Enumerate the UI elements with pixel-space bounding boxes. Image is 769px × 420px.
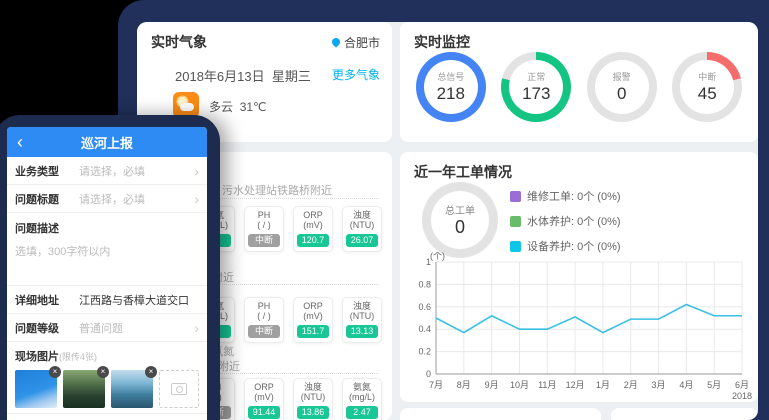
svg-text:0.8: 0.8 [418, 279, 431, 289]
photo-thumbnail: × [63, 366, 109, 408]
metric-value-badge: 26.07 [346, 234, 378, 247]
donut-label: 总工单 [445, 206, 475, 217]
form-row-address: 详细地址 江西路与香樟大道交口 [7, 286, 207, 314]
bottom-card-stub [611, 408, 758, 420]
svg-text:1月: 1月 [596, 380, 610, 390]
svg-text:1: 1 [426, 257, 431, 267]
form-row-level[interactable]: 问题等级 普通问题 › [7, 314, 207, 342]
metric-card: ORP (mV) 91.44 [244, 378, 284, 420]
bottom-card-stub [400, 408, 601, 420]
svg-text:12月: 12月 [566, 380, 585, 390]
form-row-photos: 现场图片(限传4张) × × × [7, 342, 207, 414]
legend-item: 水体养护: 0个 (0%) [510, 213, 621, 229]
metric-value-badge: 13.86 [297, 406, 329, 419]
legend-item: 设备养护: 0个 (0%) [510, 238, 621, 254]
back-icon[interactable]: ‹ [17, 132, 23, 152]
monitor-rings: 总信号 218 正常 173 报警 0 中断 45 [408, 52, 750, 122]
metric-value-badge: 151.7 [297, 325, 329, 338]
location-pin-icon [331, 38, 341, 48]
svg-text:4月: 4月 [679, 380, 693, 390]
metric-card: ORP (mV) 151.7 [293, 297, 333, 343]
delete-photo-icon[interactable]: × [49, 366, 61, 378]
metric-value-badge: 中断 [248, 234, 280, 247]
weather-title: 实时气象 [151, 34, 207, 50]
donut-value: 0 [454, 217, 465, 237]
metric-card: 浊度 (NTU) 13.86 [293, 378, 333, 420]
photo-thumbnail: × [111, 366, 157, 408]
svg-text:8月: 8月 [457, 380, 471, 390]
metric-card: PH( / )中断 [244, 297, 284, 343]
svg-text:0.2: 0.2 [418, 347, 431, 357]
location-name: 合肥市 [343, 36, 380, 50]
monitor-ring: 正常 173 [501, 52, 572, 122]
svg-text:(个): (个) [430, 252, 445, 261]
svg-text:11月: 11月 [538, 380, 556, 390]
svg-text:2月: 2月 [624, 380, 638, 390]
metric-card: 氨氮 (mg/L) 2.47 [342, 378, 382, 420]
more-weather-link[interactable]: 更多气象 [331, 68, 380, 82]
svg-text:0.4: 0.4 [418, 324, 431, 334]
svg-text:0.6: 0.6 [418, 302, 431, 312]
form-row-description[interactable]: 问题描述 选填，300字符以内 [7, 213, 207, 286]
svg-text:5月: 5月 [707, 380, 721, 390]
svg-text:10月: 10月 [510, 380, 529, 390]
metric-card: 浊度 (NTU) 26.07 [342, 206, 382, 252]
metric-value-badge: 2.47 [346, 406, 378, 419]
delete-photo-icon[interactable]: × [145, 366, 157, 378]
dotted-divider [153, 284, 379, 285]
add-photo-button[interactable] [159, 370, 199, 408]
chevron-right-icon: › [194, 162, 199, 179]
camera-icon [171, 383, 187, 395]
form-row-business-type[interactable]: 业务类型 请选择，必填 › [7, 157, 207, 185]
phone-header: ‹ 巡河上报 [7, 127, 207, 157]
monitor-ring: 中断 45 [672, 52, 743, 122]
dotted-divider [153, 198, 379, 199]
monitor-card: 实时监控 总信号 218 正常 173 报警 0 中断 45 [400, 22, 758, 142]
monitor-ring: 总信号 218 [415, 52, 486, 122]
station-metrics-row: PH( / )中断ORP(mV)91.44浊度(NTU)13.86氨氮(mg/L… [195, 378, 382, 420]
metric-value-badge: 91.44 [248, 406, 280, 419]
form-row-custom1[interactable]: 自定义字段1 必填，限50字符以内 [7, 414, 207, 420]
location-chip[interactable]: 合肥市 [331, 34, 380, 51]
monitor-title: 实时监控 [414, 34, 470, 50]
photo-thumbnail: × [15, 366, 61, 408]
weather-condition: 多云 31℃ [209, 100, 267, 114]
phone-page-title: 巡河上报 [80, 135, 133, 151]
metric-card: PH( / )中断 [244, 206, 284, 252]
metric-value-badge: 120.7 [297, 234, 329, 247]
delete-photo-icon[interactable]: × [97, 366, 109, 378]
phone-screen: ‹ 巡河上报 业务类型 请选择，必填 › 问题标题 请选择，必填 › 问题描述 … [7, 127, 207, 420]
sun-cloud-icon [173, 92, 199, 118]
metric-card: ORP (mV) 120.7 [293, 206, 333, 252]
dotted-divider [153, 373, 379, 374]
metric-value-badge: 13.13 [346, 325, 378, 338]
line-chart: 0 0.2 0.4 0.6 0.8 1 7月 8月 9月 10月 11月 12月 1月 2月 3月 4月 5月 6… [406, 251, 756, 401]
metric-value-badge: 中断 [248, 325, 280, 338]
svg-text:6月: 6月 [735, 380, 749, 390]
workorder-legend: 维修工单: 0个 (0%) 水体养护: 0个 (0%) 设备养护: 0个 (0%) [510, 188, 621, 263]
svg-text:2018: 2018 [732, 391, 752, 400]
workorder-title: 近一年工单情况 [414, 164, 512, 180]
svg-text:9月: 9月 [485, 380, 499, 390]
form-row-problem-title[interactable]: 问题标题 请选择，必填 › [7, 185, 207, 213]
chevron-right-icon: › [194, 319, 199, 336]
weather-date: 2018年6月13日 星期三 [175, 69, 311, 84]
chevron-right-icon: › [194, 190, 199, 207]
monitor-ring: 报警 0 [586, 52, 657, 122]
station-metrics-row: 氨氮(mg/L)71PH( / )中断ORP(mV)120.7浊度(NTU)26… [195, 206, 382, 252]
svg-text:0: 0 [426, 369, 431, 379]
svg-text:3月: 3月 [652, 380, 666, 390]
dashboard: 实时气象 合肥市 2018年6月13日 星期三 更多气象 多云 31℃ 实时监控… [137, 22, 758, 420]
phone-mockup: ‹ 巡河上报 业务类型 请选择，必填 › 问题标题 请选择，必填 › 问题描述 … [0, 115, 220, 420]
metric-card: 浊度 (NTU) 13.13 [342, 297, 382, 343]
workorder-card: 近一年工单情况 总工单 0 维修工单: 0个 (0%) 水体养护: 0个 (0%)… [400, 152, 758, 402]
total-workorder-donut: 总工单 0 [422, 182, 498, 258]
station-metrics-row: 氨氮(mg/L)42PH( / )中断ORP(mV)151.7浊度(NTU)13… [195, 297, 382, 343]
station-title: 污水处理站铁路桥附近 [222, 185, 332, 197]
legend-item: 维修工单: 0个 (0%) [510, 188, 621, 204]
svg-text:7月: 7月 [429, 380, 443, 390]
